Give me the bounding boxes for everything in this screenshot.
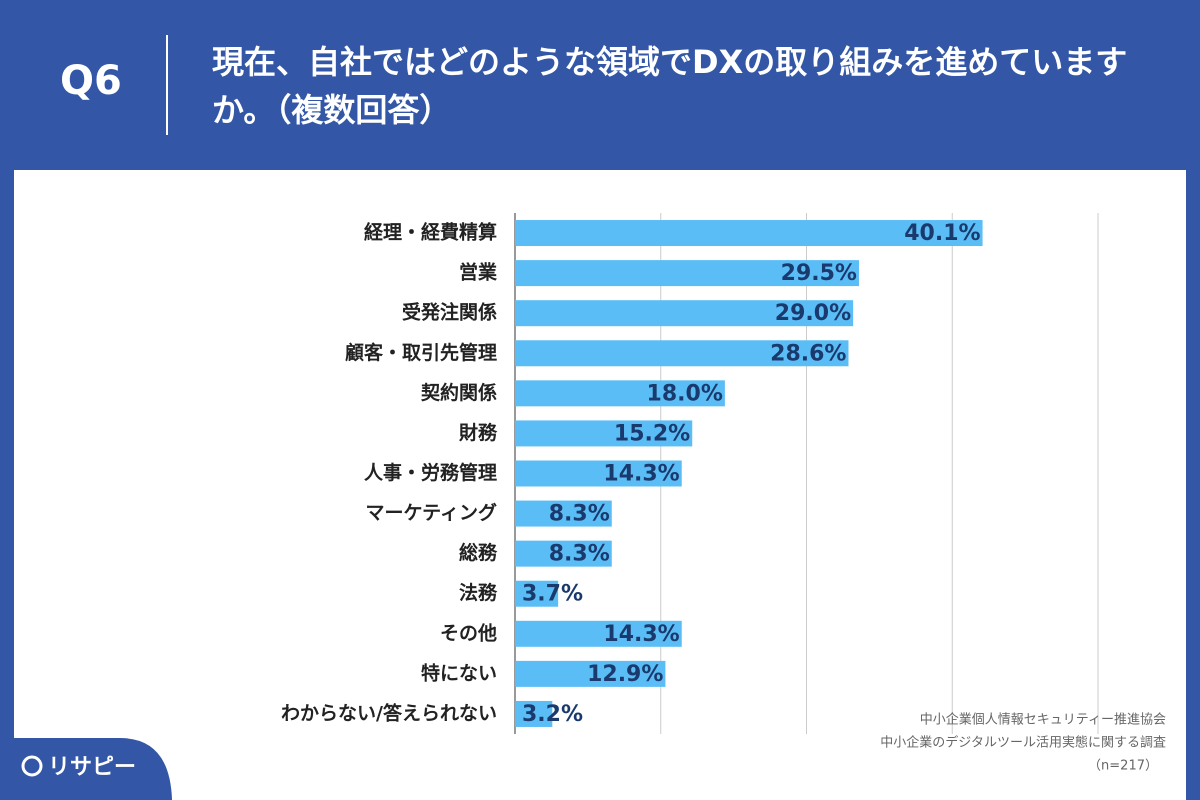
value-label: 40.1% [904, 221, 980, 246]
category-label: その他 [440, 621, 497, 644]
value-label: 3.7% [522, 582, 583, 607]
category-label: わからない/答えられない [281, 701, 497, 724]
bar [515, 620, 682, 647]
source-note: 中小企業のデジタルツール活用実態に関する調査 [880, 735, 1166, 751]
logo: リサピー [48, 755, 136, 780]
logo-icon [21, 755, 43, 777]
value-label: 14.3% [603, 622, 679, 647]
category-label: 総務 [459, 541, 498, 564]
bar [515, 420, 693, 447]
value-label: 18.0% [647, 381, 723, 406]
bar [515, 300, 854, 327]
value-label: 8.3% [549, 542, 610, 567]
bar [515, 500, 612, 527]
category-label: 営業 [459, 261, 498, 284]
separator [166, 35, 168, 135]
logo-tab [0, 738, 172, 800]
category-label: 顧客・取引先管理 [345, 341, 497, 364]
bar [515, 340, 849, 367]
source-note: （n=217） [1088, 759, 1158, 774]
question-label: Q6 [60, 58, 122, 104]
category-label: 法務 [459, 581, 498, 604]
value-label: 12.9% [587, 662, 663, 687]
category-label: 財務 [459, 421, 498, 444]
bar [515, 380, 725, 407]
value-label: 3.2% [522, 702, 583, 727]
category-label: 人事・労務管理 [364, 461, 497, 484]
category-label: 契約関係 [420, 381, 497, 404]
value-label: 29.0% [775, 301, 851, 326]
bar [515, 660, 666, 687]
category-label: 受発注関係 [402, 301, 497, 324]
category-label: 経理・経費精算 [364, 221, 497, 244]
question-title: 現在、自社ではどのような領域でDXの取り組みを進めていますか。（複数回答） [212, 43, 1128, 129]
category-label: マーケティング [366, 501, 497, 524]
bar [515, 700, 553, 727]
value-label: 28.6% [770, 341, 846, 366]
value-label: 8.3% [549, 502, 610, 527]
bar [515, 460, 682, 487]
bar [515, 540, 612, 567]
source-note: 中小企業個人情報セキュリティー推進協会 [920, 712, 1166, 728]
bar [515, 220, 983, 247]
value-label: 15.2% [614, 421, 690, 446]
value-label: 14.3% [603, 462, 679, 487]
bar [515, 260, 859, 287]
value-label: 29.5% [781, 261, 857, 286]
bar [515, 580, 559, 607]
category-label: 特にない [421, 662, 497, 684]
